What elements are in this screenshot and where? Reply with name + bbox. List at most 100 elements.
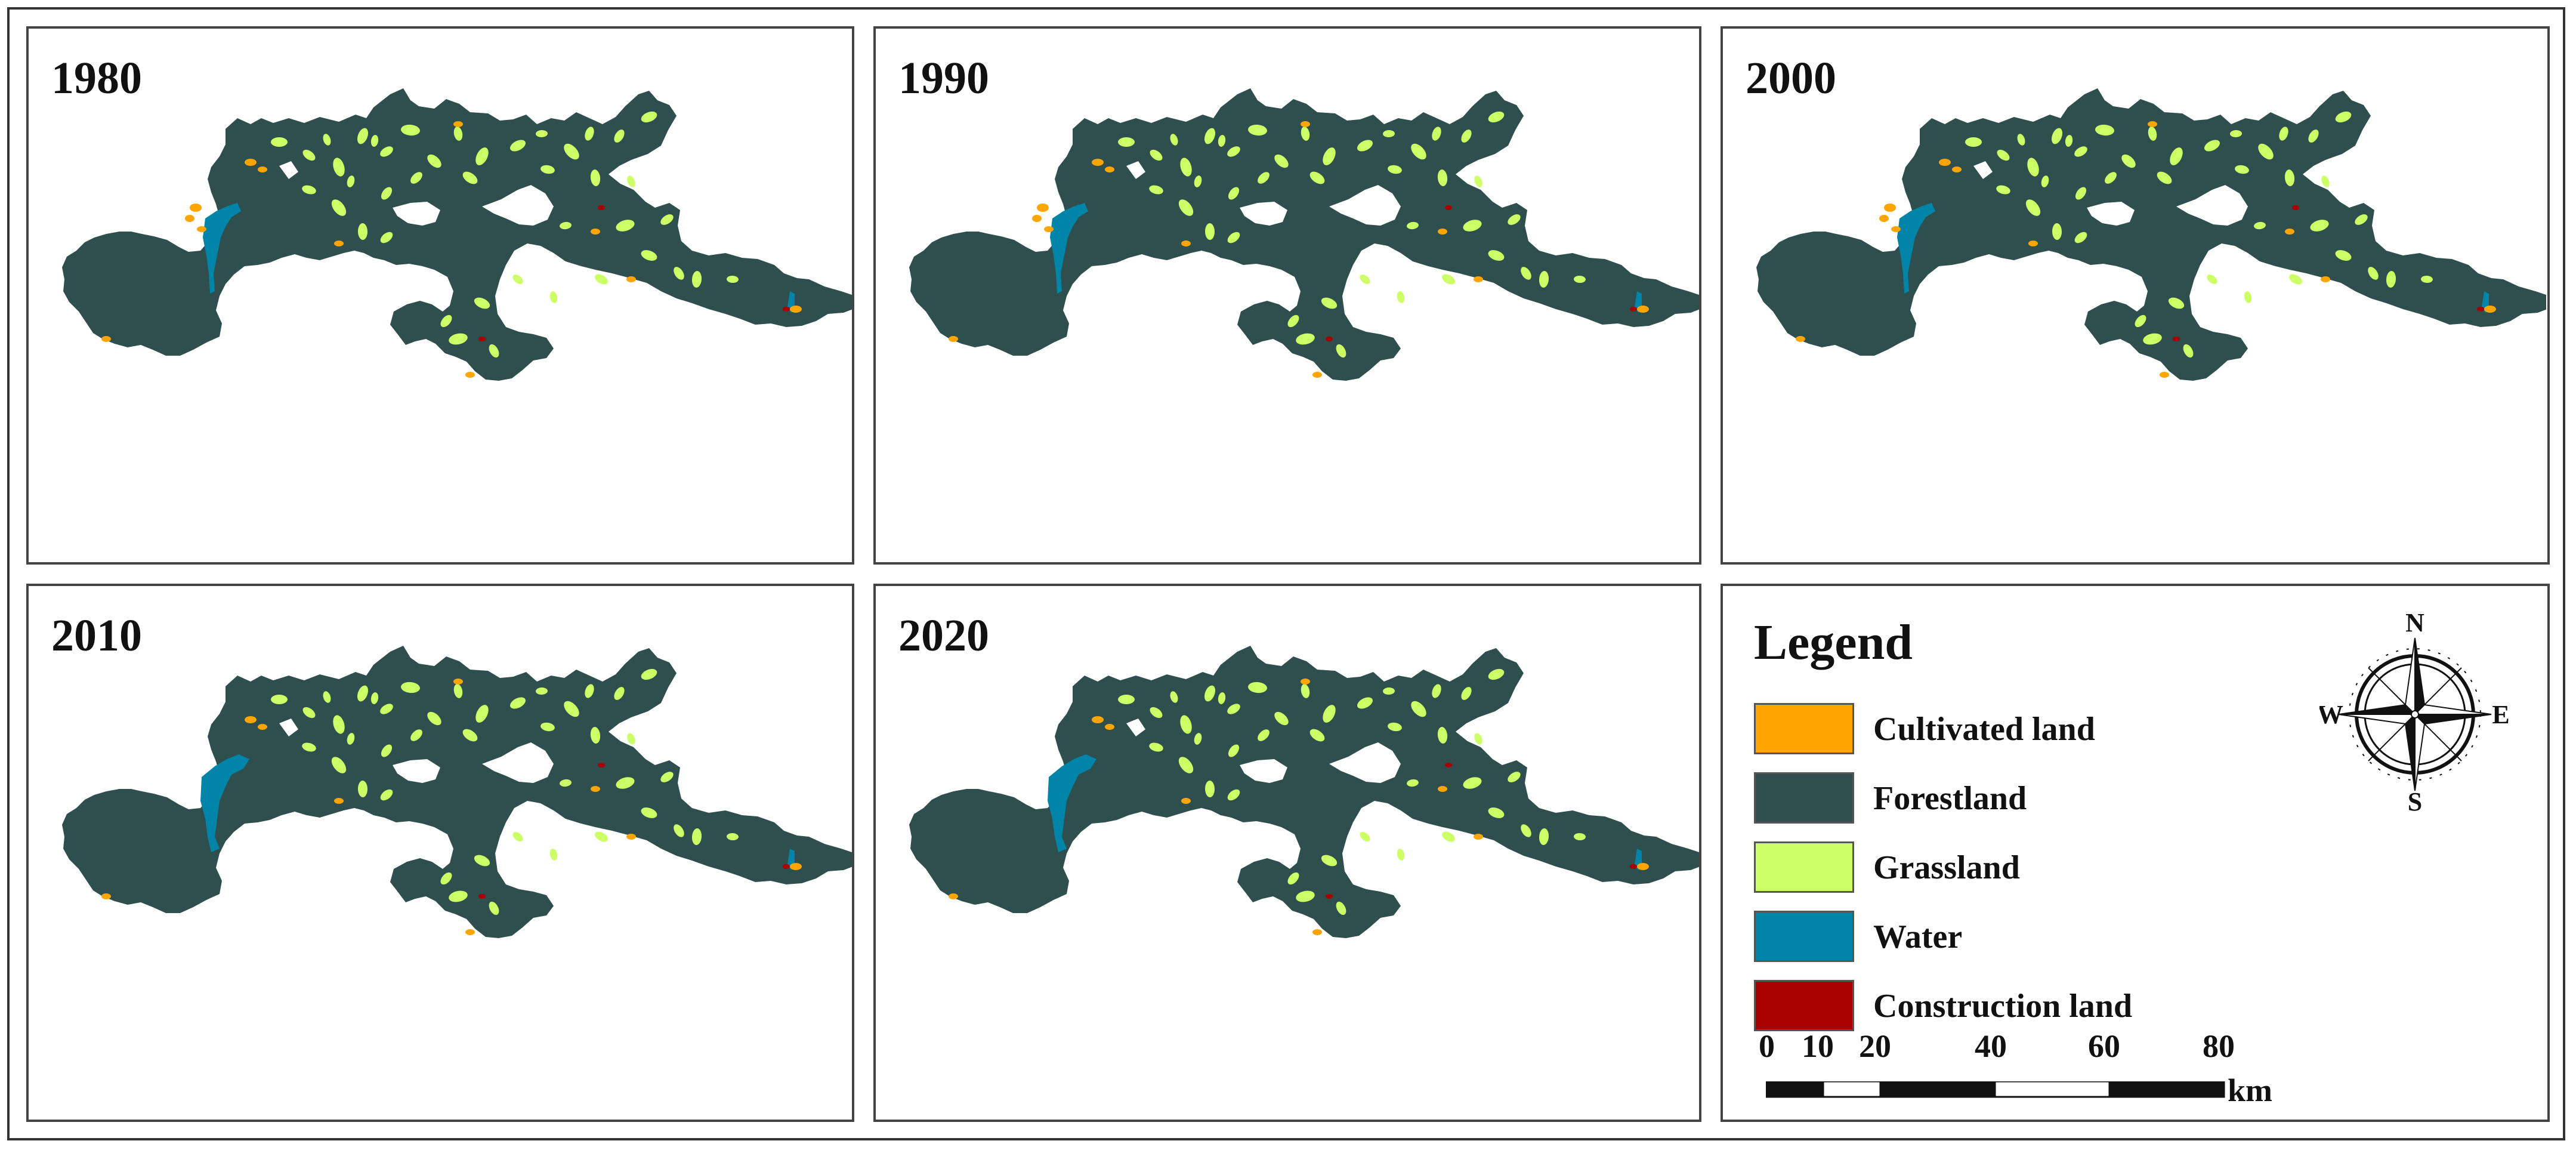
compass-w-label: W [2319, 700, 2343, 729]
grassland-patch [2017, 134, 2025, 146]
grassland-patch [1228, 744, 1240, 757]
forestland-region [909, 646, 1699, 938]
grassland-patch [512, 832, 523, 841]
grassland-patch [1442, 274, 1455, 285]
grassland-patch [660, 772, 674, 782]
construction-patch [1445, 763, 1452, 767]
grassland-patch [1227, 789, 1240, 801]
grassland-patch [401, 124, 420, 136]
grassland-patch [2235, 165, 2249, 174]
cultivated-patch [1105, 167, 1114, 172]
cultivated-patch [1312, 929, 1322, 935]
map-gap [482, 742, 554, 783]
construction-patch [1326, 337, 1333, 341]
construction-patch [1630, 864, 1637, 869]
cultivated-patch [465, 372, 475, 378]
cultivated-patch [2285, 229, 2294, 235]
map-gap [482, 185, 554, 226]
map-gap [1329, 185, 1401, 226]
grassland-patch [1287, 872, 1299, 885]
land-use-map-2000 [1756, 88, 2546, 381]
grassland-patch [2204, 140, 2220, 152]
grassland-patch [2135, 315, 2146, 328]
grassland-patch [1996, 185, 2010, 195]
grassland-patch [595, 831, 608, 842]
cultivated-patch [790, 306, 802, 313]
grassland-patch [357, 128, 368, 144]
construction-patch [783, 307, 790, 312]
grassland-patch [674, 267, 684, 280]
map-gap [1240, 759, 1287, 783]
grassland-patch [410, 729, 422, 741]
grassland-patch [2075, 187, 2087, 200]
grassland-patch [2284, 169, 2295, 186]
map-panel-1980: 1980 [26, 26, 854, 565]
grassland-patch [1474, 733, 1482, 745]
grassland-patch [474, 855, 490, 867]
grassland-patch [564, 143, 579, 160]
legend-swatch [1754, 703, 1854, 754]
cultivated-patch [1438, 786, 1447, 792]
map-gap [1329, 742, 1401, 783]
figure-frame [7, 7, 2565, 1140]
grassland-patch [660, 214, 674, 225]
grassland-patch [1309, 171, 1325, 184]
grassland-patch [1180, 715, 1192, 734]
grassland-patch [1204, 223, 1215, 240]
forestland-region [1756, 88, 2546, 381]
grassland-patch [1194, 733, 1202, 745]
grassland-patch [271, 695, 288, 704]
map-gap [1240, 202, 1287, 226]
construction-patch [1630, 307, 1637, 312]
cultivated-patch [2484, 306, 2496, 313]
grassland-patch [510, 140, 526, 152]
cultivated-patch [1884, 204, 1896, 212]
grassland-patch [1508, 772, 1521, 782]
grassland-patch [347, 175, 355, 187]
grassland-patch [2355, 214, 2368, 225]
grassland-patch [691, 271, 702, 288]
grassland-patch [1397, 291, 1405, 303]
scale-tick-label: 20 [1859, 1028, 1891, 1064]
water-body [1050, 203, 1088, 294]
compass-n-label: N [2405, 610, 2424, 637]
grassland-patch [381, 187, 393, 200]
grassland-patch [616, 220, 635, 232]
grassland-patch [641, 668, 657, 680]
panel-year-label: 1990 [898, 53, 989, 103]
cultivated-patch [197, 226, 206, 232]
grassland-patch [2148, 127, 2157, 141]
grassland-patch [1228, 187, 1240, 200]
grassland-patch [2335, 250, 2352, 261]
grassland-patch [1118, 137, 1135, 147]
water-body [1897, 203, 1935, 294]
cultivated-patch [2160, 372, 2169, 378]
cultivated-patch [591, 786, 600, 792]
grassland-patch [2105, 172, 2117, 184]
cultivated-patch [591, 229, 600, 235]
cultivated-patch [1312, 372, 1322, 378]
cultivated-patch [626, 276, 636, 282]
grassland-patch [271, 137, 288, 147]
grassland-patch [1539, 828, 1549, 845]
grassland-patch [536, 130, 548, 138]
grassland-patch [1539, 271, 1549, 288]
scale-bar-graphic [1766, 1081, 2225, 1098]
panel-year-label: 2000 [1746, 53, 1836, 103]
grassland-patch [1323, 147, 1336, 165]
scale-unit-label: km [2228, 1072, 2273, 1108]
grassland-patch [357, 781, 368, 797]
grassland-patch [590, 169, 601, 186]
study-area-region [62, 88, 852, 381]
legend-swatch [1754, 772, 1854, 824]
grassland-patch [2170, 147, 2183, 165]
grassland-patch [453, 127, 463, 141]
grassland-patch [727, 275, 739, 283]
panel-year-label: 1980 [51, 53, 142, 103]
cultivated-patch [949, 893, 958, 899]
construction-patch [2292, 205, 2299, 210]
grassland-patch [727, 833, 739, 841]
grassland-patch [2041, 175, 2049, 187]
map-panel-2010: 2010 [26, 584, 854, 1122]
grassland-patch [549, 849, 558, 861]
